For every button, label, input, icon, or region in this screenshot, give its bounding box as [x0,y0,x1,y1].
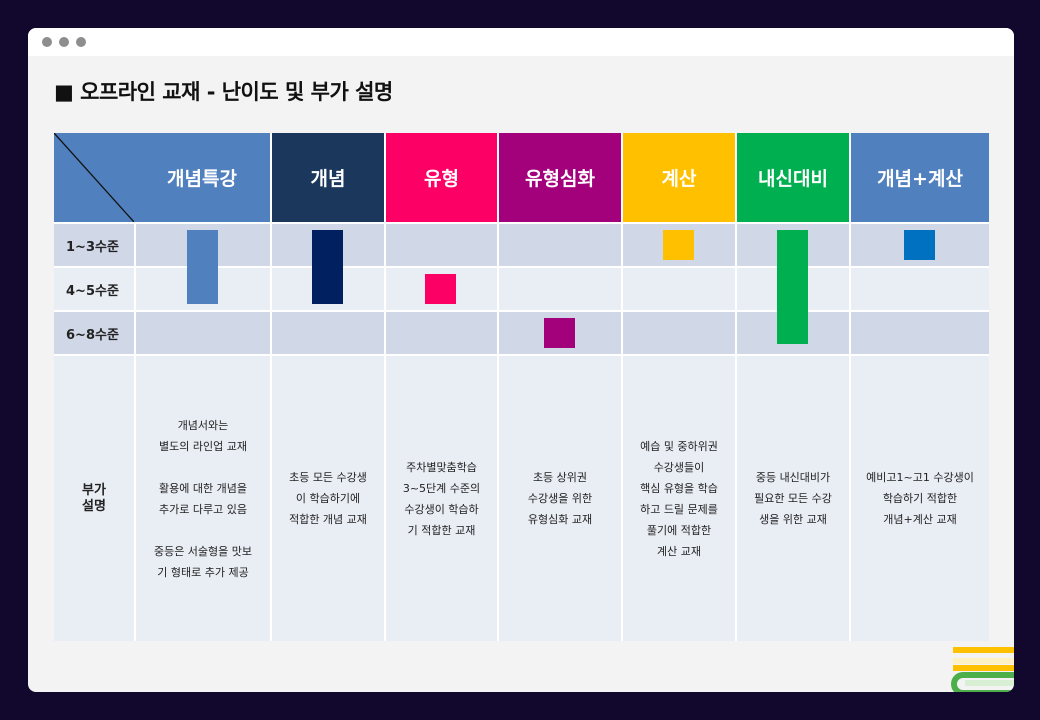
description-label: 부가 설명 [54,356,134,641]
level-cell [499,268,621,310]
description-cell: 초등 모든 수강생 이 학습하기에 적합한 개념 교재 [272,356,384,641]
app-window: ■ 오프라인 교재 - 난이도 및 부가 설명 개념특강 개념 유형 유형심화 계산 내신… [28,28,1014,692]
window-dot-icon[interactable] [76,37,86,47]
window-dot-icon[interactable] [42,37,52,47]
window-dot-icon[interactable] [59,37,69,47]
level-cell [623,312,735,354]
level-cell [851,312,989,354]
description-cell: 예습 및 중하위권 수강생들이 핵심 유형을 학습 하고 드릴 문제를 풀기에 … [623,356,735,641]
description-cell: 중등 내신대비가 필요한 모든 수강 생을 위한 교재 [737,356,849,641]
level-bar [425,274,456,304]
description-cell: 예비고1~고1 수강생이 학습하기 적합한 개념+계산 교재 [851,356,989,641]
column-header: 개념+계산 [851,133,989,222]
level-label: 4~5수준 [54,268,134,310]
description-cell: 개념서와는 별도의 라인업 교재 활용에 대한 개념을 추가로 다루고 있음 중… [136,356,270,641]
level-cell [272,312,384,354]
level-bar [543,318,575,348]
level-label: 6~8수준 [54,312,134,354]
level-bar [776,230,808,344]
description-cell: 초등 상위권 수강생을 위한 유형심화 교재 [499,356,621,641]
column-header: 유형 [386,133,497,222]
corner-diagonal-cell [54,133,134,222]
description-cell: 주차별맞춤학습 3~5단계 수준의 수강생이 학습하 기 적합한 교재 [386,356,497,641]
window-titlebar [28,28,1014,56]
column-header: 내신대비 [737,133,849,222]
level-cell [386,312,497,354]
difficulty-table: 개념특강 개념 유형 유형심화 계산 내신대비 개념+계산 1~3수준 4~5수준 6~8수준 부가… [54,133,989,641]
level-cell [623,268,735,310]
level-bar [186,230,218,304]
level-cell [851,268,989,310]
page-title: ■ 오프라인 교재 - 난이도 및 부가 설명 [54,80,393,104]
column-header: 개념특강 [134,133,270,222]
column-header: 유형심화 [499,133,621,222]
level-bar [662,230,694,260]
level-label: 1~3수준 [54,224,134,266]
column-header: 계산 [623,133,735,222]
books-logo-icon [951,647,1014,692]
column-header: 개념 [272,133,384,222]
level-cell [136,312,270,354]
level-cell [386,224,497,266]
level-bar [311,230,343,304]
level-cell [499,224,621,266]
level-bar [903,230,935,260]
